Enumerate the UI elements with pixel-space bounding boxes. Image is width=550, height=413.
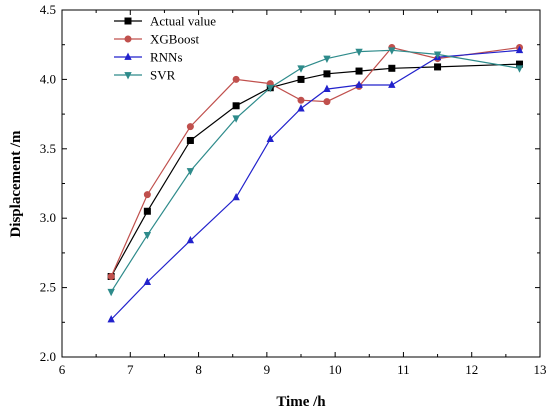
- svr-point: [143, 231, 152, 240]
- y-tick-label: 2.5: [40, 280, 56, 295]
- rnns-point: [355, 80, 363, 88]
- rnns-point: [323, 84, 331, 93]
- x-tick-label: 12: [465, 362, 478, 377]
- legend-entry-xgboost: XGBoost: [114, 32, 200, 47]
- svr-point: [297, 65, 305, 73]
- series-layer: [107, 43, 524, 323]
- y-tick-label: 4.0: [40, 71, 56, 86]
- actual-value-point: [355, 67, 363, 75]
- xgboost-point: [143, 191, 151, 199]
- svr-point: [107, 288, 115, 297]
- y-axis-title: Displacement /m: [8, 130, 24, 238]
- legend-label-rnns: RNNs: [150, 50, 183, 65]
- xgboost-point: [186, 123, 194, 131]
- x-tick-label: 9: [264, 362, 271, 377]
- legend-xgboost-point: [124, 35, 132, 43]
- svr-point: [232, 115, 240, 123]
- rnns-point: [232, 192, 240, 201]
- svr-point: [266, 84, 274, 93]
- plot-frame: [61, 9, 541, 358]
- y-tick-label: 2.0: [40, 349, 56, 364]
- legend: Actual value XGBoost RNNs SVR: [114, 14, 216, 83]
- svr-point: [186, 168, 195, 176]
- actual-value-point: [434, 63, 442, 71]
- svr-point: [515, 65, 524, 73]
- legend-entry-actual-value: Actual value: [114, 14, 216, 29]
- x-tick-label: 11: [397, 362, 410, 377]
- legend-label-svr: SVR: [150, 68, 176, 83]
- xgboost-point: [232, 75, 240, 83]
- x-axis-title: Time /h: [276, 394, 326, 410]
- x-tick-label: 6: [59, 362, 66, 377]
- plot-axes: 6 7 8 9 10 11 12 13 2.0 2.5 3.0 3.5 4.0 4.5: [40, 2, 547, 377]
- legend-svr-point: [124, 72, 132, 80]
- svr-point: [433, 51, 442, 59]
- legend-actual-value-point: [124, 17, 132, 25]
- rnns-point: [186, 235, 195, 244]
- xgboost-point: [297, 96, 305, 104]
- svr-point: [323, 55, 331, 64]
- actual-value-point: [143, 207, 151, 215]
- y-tick-label: 3.5: [40, 141, 56, 156]
- x-tick-label: 13: [534, 362, 547, 377]
- actual-value-point: [186, 136, 194, 144]
- actual-value-point: [232, 102, 240, 110]
- actual-value-point: [297, 75, 305, 83]
- rnns-point: [388, 80, 396, 88]
- series-actual-value: [107, 60, 524, 280]
- legend-rnns-point: [124, 52, 132, 60]
- y-tick-label: 4.5: [40, 2, 56, 17]
- legend-label-xgboost: XGBoost: [150, 32, 200, 47]
- xgboost-point: [323, 98, 331, 106]
- rnns-point: [515, 45, 524, 54]
- svr-point: [355, 48, 363, 57]
- legend-label-actual-value: Actual value: [150, 14, 216, 29]
- xgboost-point: [107, 272, 115, 280]
- svr-point: [388, 47, 396, 55]
- y-tick-label: 3.0: [40, 210, 56, 225]
- series-line-actual-value: [110, 63, 520, 277]
- series-rnns: [107, 45, 524, 323]
- legend-entry-svr: SVR: [114, 68, 176, 83]
- series-svr: [107, 47, 524, 297]
- legend-entry-rnns: RNNs: [114, 50, 183, 65]
- x-tick-label: 10: [329, 362, 342, 377]
- rnns-point: [266, 134, 274, 142]
- actual-value-point: [323, 70, 331, 78]
- rnns-point: [143, 277, 152, 285]
- rnns-point: [107, 315, 115, 323]
- series-line-rnns: [110, 49, 520, 320]
- rnns-point: [297, 104, 305, 112]
- x-tick-label: 8: [195, 362, 202, 377]
- actual-value-point: [388, 64, 396, 72]
- x-tick-label: 7: [127, 362, 134, 377]
